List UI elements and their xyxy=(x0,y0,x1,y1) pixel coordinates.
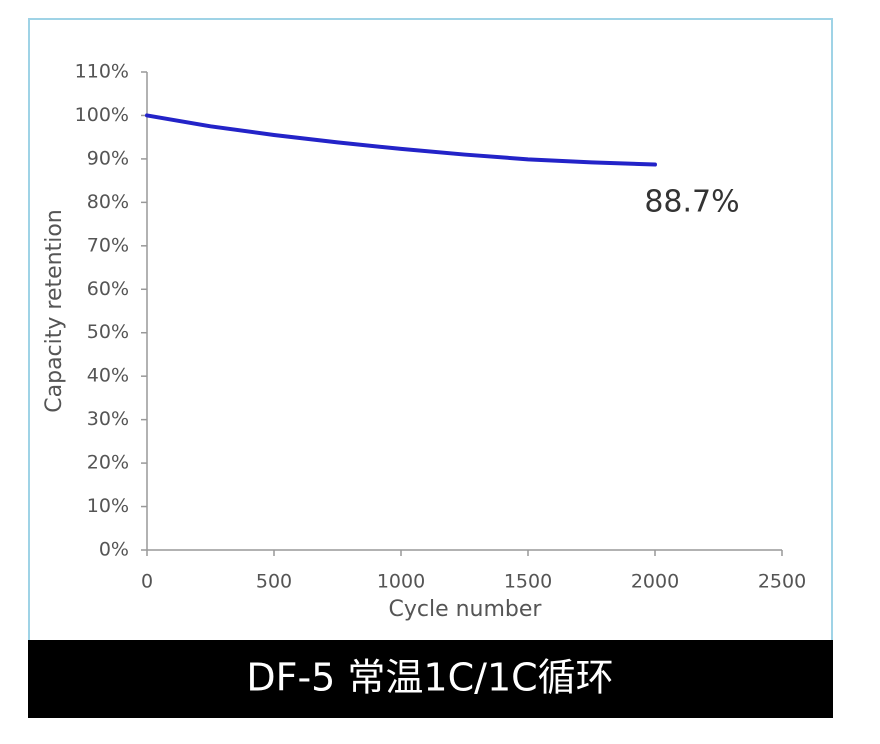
x-tick-label: 500 xyxy=(256,571,292,593)
y-tick-label: 100% xyxy=(75,104,129,126)
x-tick-label: 0 xyxy=(141,571,153,593)
y-tick-label: 60% xyxy=(87,278,129,300)
x-axis-label: Cycle number xyxy=(389,597,543,622)
x-tick-label: 2000 xyxy=(631,571,679,593)
y-tick-label: 90% xyxy=(87,147,129,169)
y-tick-label: 30% xyxy=(87,408,129,430)
line xyxy=(145,113,657,167)
frame xyxy=(28,18,833,642)
y-axis-label: Capacity retention xyxy=(42,209,67,412)
y-tick-label: 110% xyxy=(75,61,129,83)
y-tick-label: 40% xyxy=(87,365,129,387)
y-tick-label: 0% xyxy=(99,539,129,561)
annotation: 88.7% xyxy=(644,185,739,220)
x-tick-label: 2500 xyxy=(758,571,806,593)
y-tick-label: 80% xyxy=(87,191,129,213)
caption: DF-5 常温1C/1C循环 xyxy=(246,656,613,700)
y-tick-label: 50% xyxy=(87,321,129,343)
y-tick-label: 10% xyxy=(87,495,129,517)
caption-bar xyxy=(28,640,833,718)
y-tick-label: 20% xyxy=(87,452,129,474)
x-tick-label: 1000 xyxy=(377,571,425,593)
y-tick-label: 70% xyxy=(87,234,129,256)
x-tick-label: 1500 xyxy=(504,571,552,593)
